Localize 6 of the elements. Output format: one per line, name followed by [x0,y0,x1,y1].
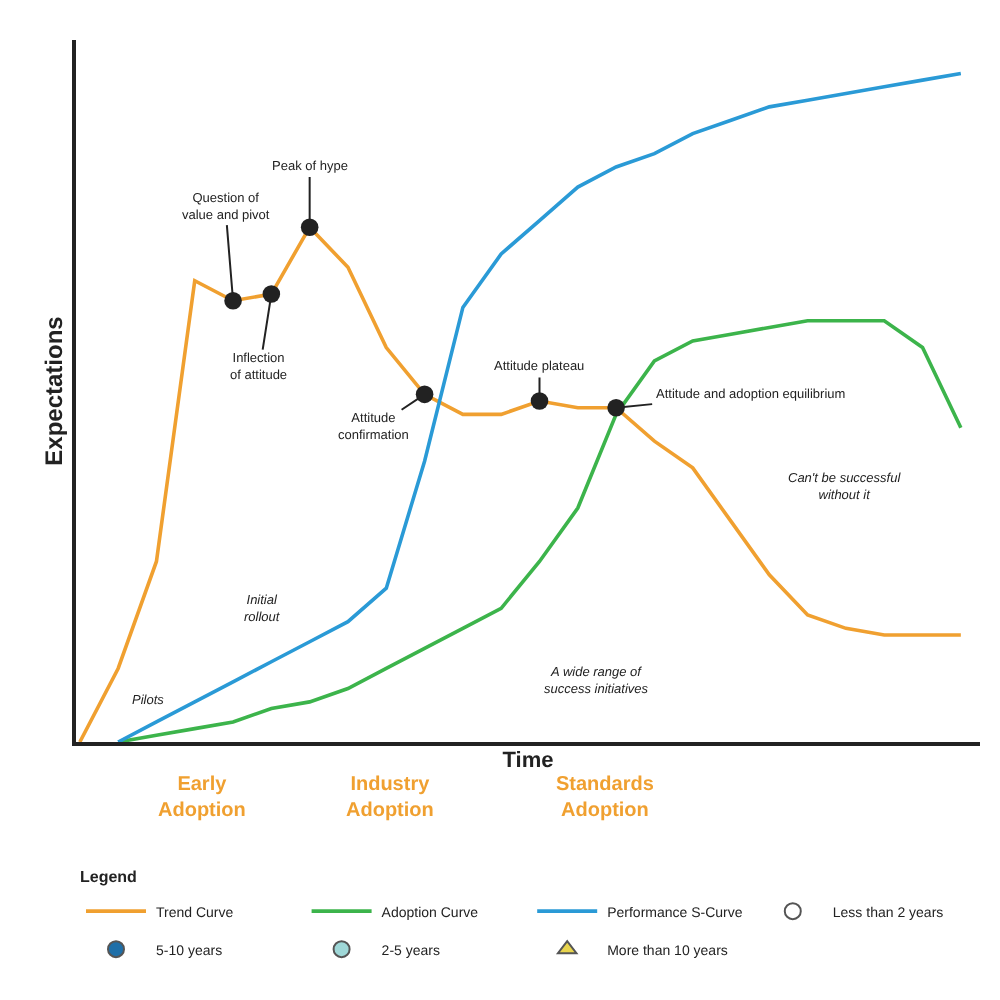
legend-title: Legend [80,868,138,887]
x-axis-title: Time [502,749,554,774]
text: Standards Adoption [556,774,655,822]
text: Early Adoption [158,774,246,822]
y-axis-title: Expectations [39,315,68,466]
text: Industry Adoption [346,774,434,822]
